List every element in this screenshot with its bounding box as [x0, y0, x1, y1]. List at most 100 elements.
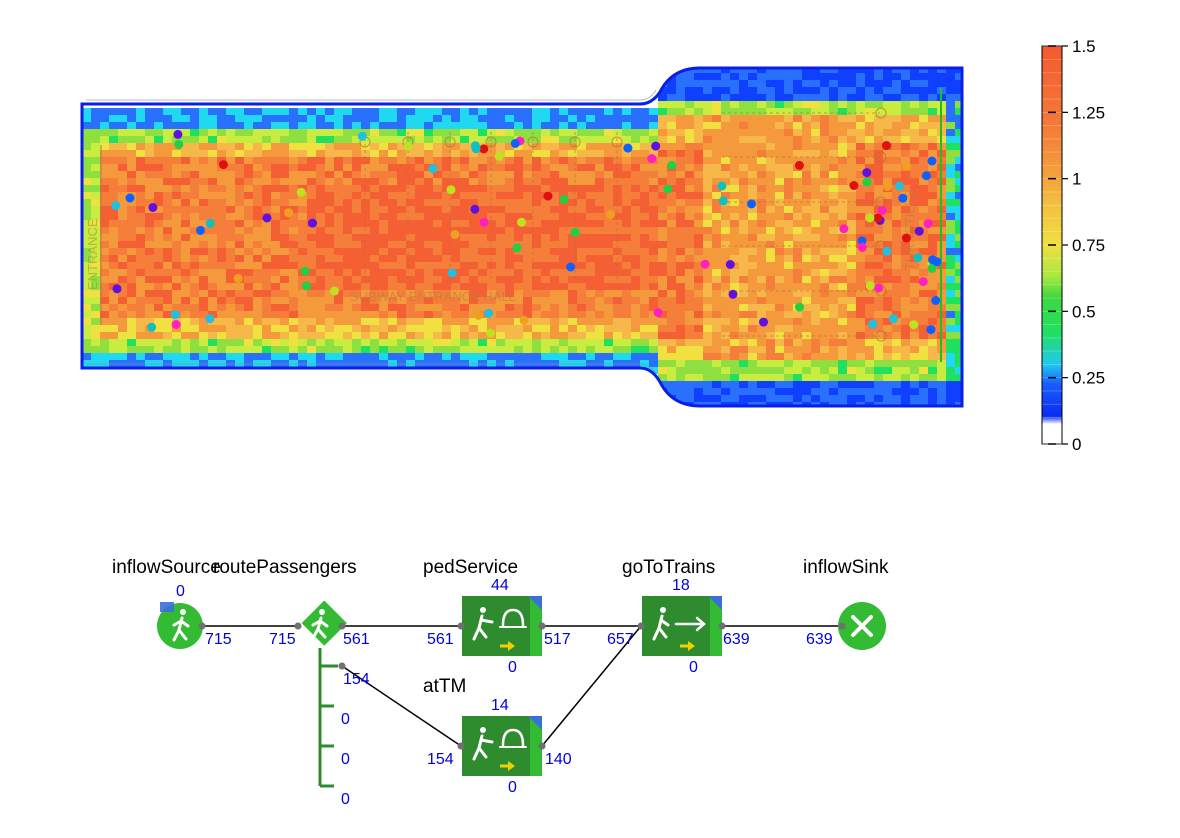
- heat-cell: [523, 269, 532, 276]
- heat-cell: [262, 199, 271, 206]
- heat-cell: [667, 255, 676, 262]
- go-to-trains-block[interactable]: [637, 596, 726, 656]
- heat-cell: [442, 297, 451, 304]
- heat-cell: [640, 143, 649, 150]
- at-tm-block[interactable]: [457, 716, 546, 776]
- heat-cell: [649, 192, 658, 199]
- heat-cell: [568, 248, 577, 255]
- heat-cell: [523, 346, 532, 353]
- heat-cell: [802, 353, 811, 360]
- heat-cell: [487, 115, 496, 122]
- heat-cell: [199, 241, 208, 248]
- heat-cell: [721, 360, 730, 367]
- heat-cell: [829, 101, 838, 108]
- heat-cell: [460, 122, 469, 129]
- heat-cell: [298, 248, 307, 255]
- heat-cell: [838, 213, 847, 220]
- heat-cell: [964, 171, 973, 178]
- heat-cell: [127, 206, 136, 213]
- heat-cell: [757, 143, 766, 150]
- heat-cell: [127, 325, 136, 332]
- heat-cell: [91, 248, 100, 255]
- at-tm-out: 140: [545, 751, 572, 768]
- heat-cell: [523, 297, 532, 304]
- heat-cell: [406, 346, 415, 353]
- heat-cell: [550, 262, 559, 269]
- heat-cell: [460, 353, 469, 360]
- heat-cell: [316, 311, 325, 318]
- pedestrian-dot: [446, 185, 456, 195]
- heat-cell: [613, 150, 622, 157]
- heat-cell: [523, 304, 532, 311]
- heat-cell: [856, 68, 865, 73]
- heat-cell: [208, 178, 217, 185]
- heat-cell: [901, 101, 910, 108]
- heat-cell: [928, 290, 937, 297]
- heat-cell: [541, 255, 550, 262]
- heat-cell: [307, 122, 316, 129]
- heat-cell: [226, 262, 235, 269]
- heat-cell: [379, 185, 388, 192]
- heat-cell: [460, 206, 469, 213]
- heat-cell: [865, 136, 874, 143]
- heat-cell: [334, 164, 343, 171]
- heat-cell: [613, 122, 622, 129]
- heat-cell: [370, 318, 379, 325]
- heat-cell: [883, 353, 892, 360]
- heat-cell: [217, 227, 226, 234]
- heat-cell: [253, 157, 262, 164]
- heat-cell: [667, 388, 676, 395]
- heat-cell: [532, 150, 541, 157]
- heat-cell: [370, 248, 379, 255]
- heat-cell: [964, 157, 973, 164]
- pedestrian-dot: [329, 286, 339, 296]
- heat-cell: [757, 388, 766, 395]
- heat-cell: [352, 143, 361, 150]
- heat-cell: [523, 136, 532, 143]
- inflow-sink-block[interactable]: [838, 602, 886, 650]
- heat-cell: [784, 101, 793, 108]
- heat-cell: [631, 241, 640, 248]
- heat-cell: [379, 157, 388, 164]
- heat-cell: [829, 374, 838, 381]
- heat-cell: [379, 136, 388, 143]
- heat-cell: [640, 206, 649, 213]
- heat-cell: [550, 171, 559, 178]
- heat-cell: [235, 206, 244, 213]
- ped-service-count: 44: [491, 577, 509, 594]
- heat-cell: [829, 206, 838, 213]
- heat-cell: [748, 269, 757, 276]
- heat-cell: [919, 360, 928, 367]
- heat-cell: [154, 178, 163, 185]
- heat-cell: [883, 262, 892, 269]
- inflow-source-block[interactable]: [157, 602, 206, 649]
- heat-cell: [451, 213, 460, 220]
- heat-cell: [676, 276, 685, 283]
- heat-cell: [703, 276, 712, 283]
- heat-cell: [154, 171, 163, 178]
- heat-cell: [883, 332, 892, 339]
- heat-cell: [379, 122, 388, 129]
- heat-cell: [901, 367, 910, 374]
- heat-cell: [577, 115, 586, 122]
- heat-cell: [577, 262, 586, 269]
- heat-cell: [100, 129, 109, 136]
- heat-cell: [748, 388, 757, 395]
- ped-service-block[interactable]: [457, 596, 546, 656]
- heat-cell: [613, 318, 622, 325]
- pedestrian-dot: [717, 181, 727, 191]
- heat-cell: [568, 339, 577, 346]
- heat-cell: [352, 108, 361, 115]
- heat-cell: [775, 402, 784, 406]
- heat-cell: [154, 262, 163, 269]
- heat-cell: [901, 241, 910, 248]
- route-passengers-block[interactable]: [294, 600, 347, 788]
- heat-cell: [316, 290, 325, 297]
- heat-cell: [163, 234, 172, 241]
- heat-cell: [874, 346, 883, 353]
- heat-cell: [397, 241, 406, 248]
- heat-cell: [811, 171, 820, 178]
- heat-cell: [451, 318, 460, 325]
- heat-cell: [559, 178, 568, 185]
- heat-cell: [136, 248, 145, 255]
